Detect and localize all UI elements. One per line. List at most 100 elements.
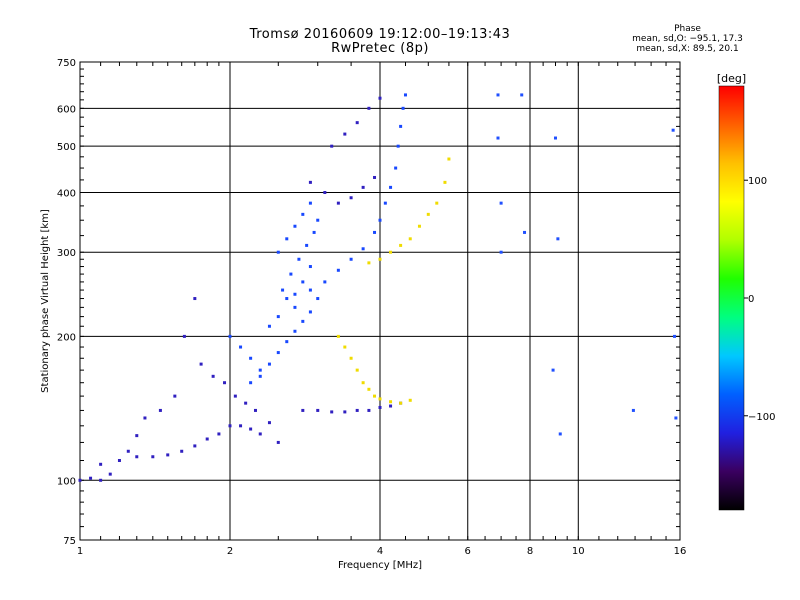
data-point — [173, 394, 177, 398]
data-point — [556, 237, 560, 241]
data-point — [330, 144, 334, 148]
data-point — [336, 268, 340, 272]
data-point — [249, 356, 253, 360]
data-point — [383, 201, 387, 205]
data-point — [378, 96, 382, 100]
series-e-layer-trace-and-spread — [78, 297, 280, 482]
data-point — [417, 224, 421, 228]
data-point — [349, 356, 353, 360]
data-point — [126, 449, 130, 453]
y-tick-label: 100 — [57, 476, 76, 487]
data-point — [496, 93, 500, 97]
data-point — [312, 230, 316, 234]
data-point — [496, 136, 500, 140]
y-tick-label: 500 — [57, 142, 76, 153]
colorbar-tick-label: 100 — [748, 176, 767, 187]
data-point — [258, 374, 262, 378]
data-point — [301, 408, 305, 412]
chart-title: Tromsø 20160609 19:12:00–19:13:43 — [249, 27, 511, 42]
data-point — [361, 381, 365, 385]
data-point — [193, 297, 197, 301]
data-point — [293, 305, 297, 309]
data-point — [293, 329, 297, 333]
data-point — [520, 93, 524, 97]
x-tick-label: 1 — [77, 546, 83, 557]
data-point — [267, 324, 271, 328]
data-point — [293, 292, 297, 296]
series-x-mode-trace — [336, 157, 451, 405]
data-point — [551, 368, 555, 372]
data-point — [426, 212, 430, 216]
data-point — [239, 345, 243, 349]
data-point — [308, 180, 312, 184]
phase-legend-o-mode: mean, sd,O: −95.1, 17.3 — [632, 34, 743, 44]
data-point — [276, 440, 280, 444]
data-point — [135, 455, 139, 459]
data-point — [285, 340, 289, 344]
data-point — [316, 408, 320, 412]
chart-subtitle: RwPretec (8p) — [331, 41, 429, 56]
data-point — [396, 144, 400, 148]
x-tick-label: 2 — [227, 546, 233, 557]
data-point — [158, 408, 162, 412]
data-point — [78, 478, 82, 482]
data-point — [673, 334, 677, 338]
data-point — [199, 362, 203, 366]
data-point — [253, 408, 257, 412]
data-point — [378, 218, 382, 222]
y-tick-label: 600 — [57, 104, 76, 115]
data-point — [108, 472, 112, 476]
data-point — [276, 250, 280, 254]
data-point — [276, 315, 280, 319]
data-point — [293, 224, 297, 228]
data-point — [99, 478, 103, 482]
colorbar-tick-label: 0 — [748, 294, 754, 305]
data-point — [301, 319, 305, 323]
data-point — [267, 362, 271, 366]
data-point — [401, 106, 405, 110]
series-f1-oblique-trace — [301, 96, 403, 414]
data-point — [389, 404, 393, 408]
data-point — [367, 106, 371, 110]
y-tick-label: 75 — [63, 536, 76, 547]
data-point — [182, 334, 186, 338]
data-point — [355, 121, 359, 125]
data-point — [193, 444, 197, 448]
data-point — [267, 421, 271, 425]
y-tick-label: 300 — [57, 248, 76, 259]
y-tick-label: 400 — [57, 188, 76, 199]
data-point — [378, 257, 382, 261]
data-point — [399, 401, 403, 405]
data-point — [239, 424, 243, 428]
series-f-layer-spread — [228, 201, 320, 385]
data-point — [378, 405, 382, 409]
data-point — [435, 201, 439, 205]
y-axis-label: Stationary phase Virtual Height [km] — [40, 209, 51, 393]
data-point — [523, 230, 527, 234]
data-point — [349, 196, 353, 200]
data-point — [389, 185, 393, 189]
data-point — [205, 437, 209, 441]
data-point — [355, 408, 359, 412]
data-point — [399, 124, 403, 128]
data-point — [631, 408, 635, 412]
data-point — [373, 230, 377, 234]
data-point — [355, 368, 359, 372]
data-point — [349, 257, 353, 261]
data-point — [499, 201, 503, 205]
data-point — [308, 265, 312, 269]
data-point — [499, 250, 503, 254]
y-tick-label: 750 — [57, 58, 76, 69]
data-point — [343, 410, 347, 414]
x-tick-label: 10 — [572, 546, 585, 557]
data-point — [394, 166, 398, 170]
data-point — [323, 190, 327, 194]
data-point — [211, 374, 215, 378]
data-point — [276, 351, 280, 355]
series-sporadic-high-frequency-echoes — [496, 93, 678, 436]
data-point — [343, 345, 347, 349]
data-point — [308, 288, 312, 292]
data-point — [408, 237, 412, 241]
data-point — [285, 237, 289, 241]
data-point — [378, 397, 382, 401]
